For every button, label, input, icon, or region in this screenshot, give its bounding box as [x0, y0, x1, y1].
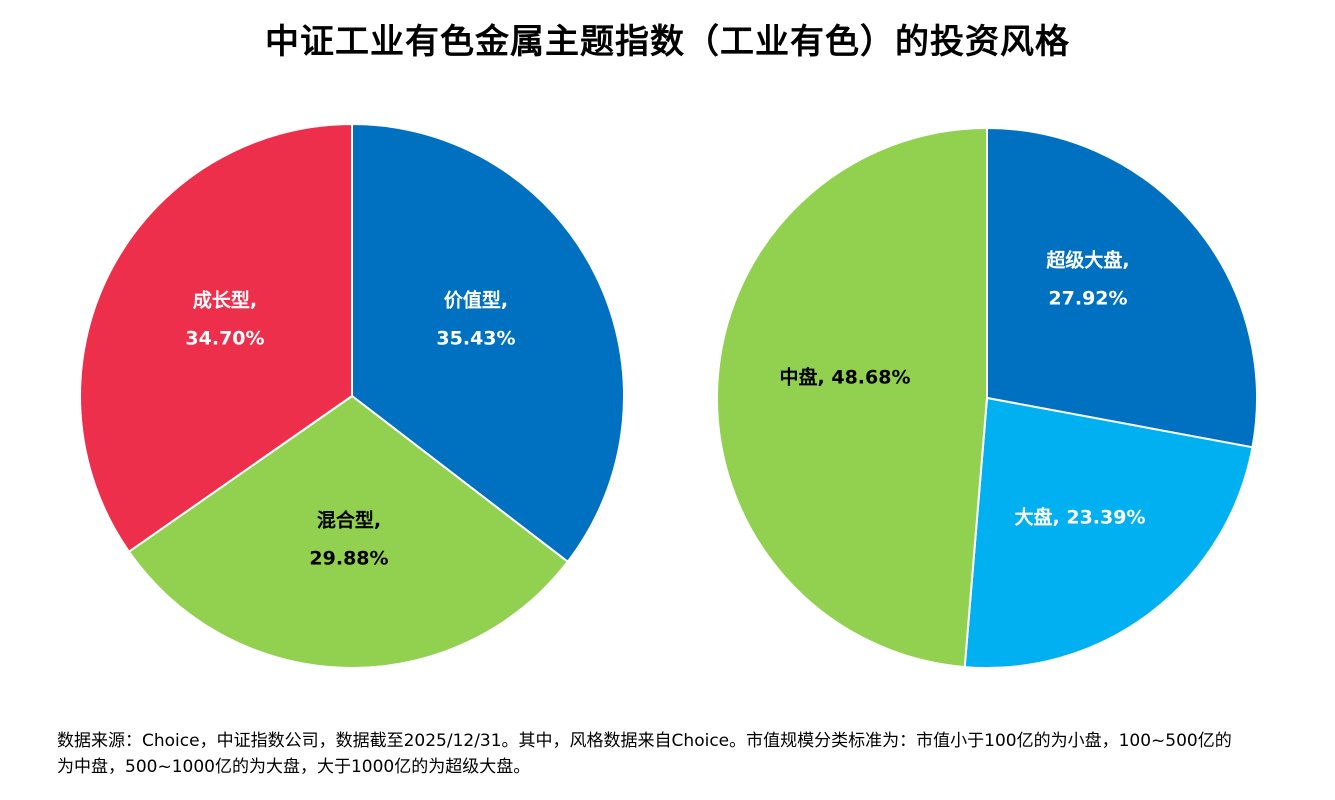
pie1-slice-2-label-2: 29.88%	[309, 548, 388, 570]
pie1-slice-2	[127, 394, 570, 669]
data-source-footnote: 数据来源：Choice，中证指数公司，数据截至2025/12/31。其中，风格数…	[57, 728, 1297, 780]
pie1-slice-1	[351, 122, 625, 564]
chart-title: 中证工业有色金属主题指数（工业有色）的投资风格	[265, 22, 1070, 62]
pie2-slice-3	[716, 126, 988, 669]
pie1-slice-2-label-1: 混合型,	[317, 509, 381, 532]
pie-charts: 价值型, 35.43% 混合型, 29.88% 成长型, 34.70% 超级大盘, 27.92…	[79, 122, 1258, 669]
pie2-slice-1-label-1: 超级大盘,	[1045, 249, 1129, 272]
pie2-slice-2-label-1: 大盘, 23.39%	[1015, 506, 1146, 529]
footnote-line-2: 为中盘，500~1000亿的为大盘，大于1000亿的为超级大盘。	[57, 757, 531, 777]
pie2-slice-3-label-1: 中盘, 48.68%	[780, 366, 911, 389]
pie1-slice-1-label-1: 价值型,	[444, 289, 508, 312]
pie1-slice-3-label-2: 34.70%	[185, 328, 264, 350]
pie2-slice-1-label-2: 27.92%	[1048, 288, 1127, 310]
footnote-line-1: 数据来源：Choice，中证指数公司，数据截至2025/12/31。其中，风格数…	[57, 731, 1232, 751]
pie2-slice-2	[963, 396, 1254, 669]
pie1-slice-1-label-2: 35.43%	[436, 328, 515, 350]
pie2-slice-1	[986, 126, 1258, 449]
pie1-slice-3-label-1: 成长型,	[193, 289, 257, 312]
pie1-slice-3	[79, 122, 353, 554]
